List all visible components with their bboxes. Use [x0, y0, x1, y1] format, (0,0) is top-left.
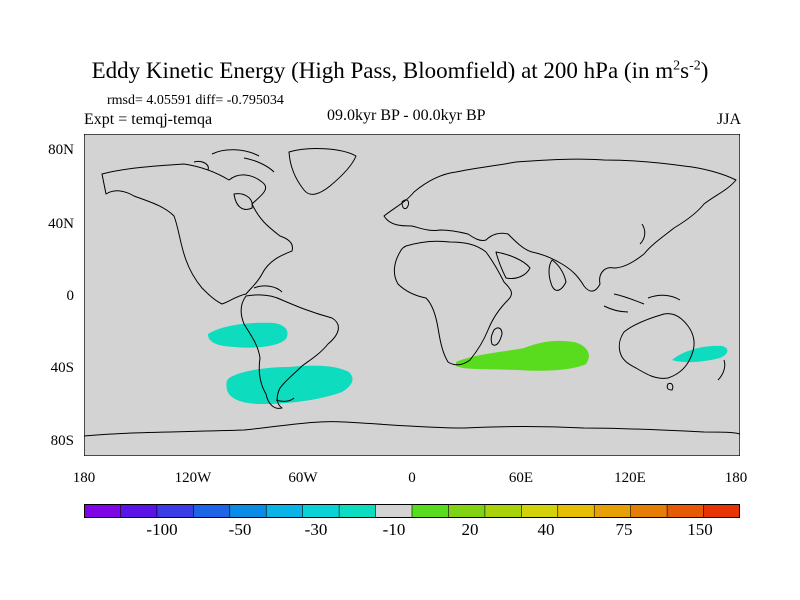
lon-label-60e: 60E: [508, 470, 534, 486]
lat-label-40s: 40S: [50, 360, 74, 376]
coastline-tierra-del-fuego: [275, 397, 295, 402]
colorbar-cell: [229, 504, 268, 518]
anomaly-region-south-pacific: [208, 322, 288, 348]
colorbar-cell: [521, 504, 559, 518]
colorbar-cell: [265, 504, 304, 518]
title-close-paren: ): [700, 58, 709, 83]
experiment-label: Expt = temqj-temqa: [84, 111, 213, 128]
colorbar-label-20: 20: [461, 520, 479, 539]
coastline-british-isles: [401, 199, 409, 210]
colorbar-cell: [84, 504, 122, 518]
coastline-arabia: [495, 251, 531, 279]
map-background: [84, 134, 740, 456]
lon-label-180-west: 180: [72, 470, 96, 486]
coastline-hudson-bay: [233, 193, 253, 210]
lon-label-0: 0: [408, 470, 416, 486]
title-superscript-1: 2: [673, 58, 681, 74]
lat-label-0: 0: [66, 288, 75, 304]
colorbar-label-150: 150: [687, 520, 713, 539]
colorbar-cell: [703, 504, 740, 518]
coastline-madagascar: [490, 327, 503, 346]
coastline-india: [548, 259, 567, 291]
colorbar-cell: [448, 504, 486, 518]
title-superscript-2: -2: [689, 58, 701, 74]
lat-label-40n: 40N: [48, 216, 74, 232]
colorbar-border: [84, 504, 740, 518]
colorbar-label-minus-10: -10: [382, 520, 406, 539]
coastline-antarctica: [84, 421, 740, 437]
colorbar-cell: [593, 504, 632, 518]
anomaly-regions: [208, 322, 728, 404]
lon-label-120e: 120E: [614, 470, 646, 486]
coastline-japan: [639, 223, 646, 245]
coastlines: [84, 148, 740, 437]
plot-title: Eddy Kinetic Energy (High Pass, Bloomfie…: [0, 58, 800, 84]
colorbar-cell: [666, 504, 705, 518]
coastline-africa: [393, 240, 512, 366]
colorbar-label-minus-30: -30: [304, 520, 328, 539]
lon-label-60w: 60W: [288, 470, 318, 486]
colorbar-cell: [557, 504, 596, 518]
coastline-australia: [618, 313, 695, 379]
season-label: JJA: [716, 111, 741, 128]
colorbar-cell: [375, 504, 413, 518]
colorbar-cell: [302, 504, 340, 518]
coastline-new-zealand: [717, 359, 726, 381]
coastline-eurasia: [383, 158, 737, 292]
world-map: [84, 134, 740, 456]
anomaly-region-south-atlantic: [226, 365, 353, 404]
colorbar-label-40: 40: [537, 520, 555, 539]
coastline-arctic-islands: [193, 149, 275, 173]
lon-label-120w: 120W: [174, 470, 212, 486]
colorbar-cell: [193, 504, 231, 518]
colorbar-cell: [630, 504, 668, 518]
coastline-tasmania: [666, 383, 674, 391]
lon-label-180-east: 180: [724, 470, 748, 486]
colorbar-label-75: 75: [615, 520, 633, 539]
coastline-north-america: [101, 163, 293, 305]
colorbar-cell: [411, 504, 450, 518]
title-unit-s: s: [680, 58, 690, 83]
colorbar-label-minus-100: -100: [146, 520, 178, 539]
colorbar: [84, 504, 740, 518]
coastline-indonesia: [603, 293, 681, 313]
colorbar-cell: [120, 504, 158, 518]
stats-text: rmsd= 4.05591 diff= -0.795034: [107, 93, 284, 108]
colorbar-label-minus-50: -50: [228, 520, 252, 539]
colorbar-cell: [156, 504, 195, 518]
lat-label-80s: 80S: [50, 433, 74, 449]
anomaly-region-tasman-sea: [672, 345, 728, 363]
title-text: Eddy Kinetic Energy (High Pass, Bloomfie…: [91, 58, 674, 83]
colorbar-cell: [484, 504, 523, 518]
anomaly-region-indian-ocean: [456, 340, 589, 371]
lat-label-80n: 80N: [48, 142, 74, 158]
coastline-cuba: [253, 285, 283, 293]
colorbar-cell: [338, 504, 377, 518]
period-label: 09.0kyr BP - 00.0kyr BP: [327, 107, 486, 124]
coastline-south-america: [240, 294, 339, 409]
coastline-greenland: [288, 148, 357, 195]
